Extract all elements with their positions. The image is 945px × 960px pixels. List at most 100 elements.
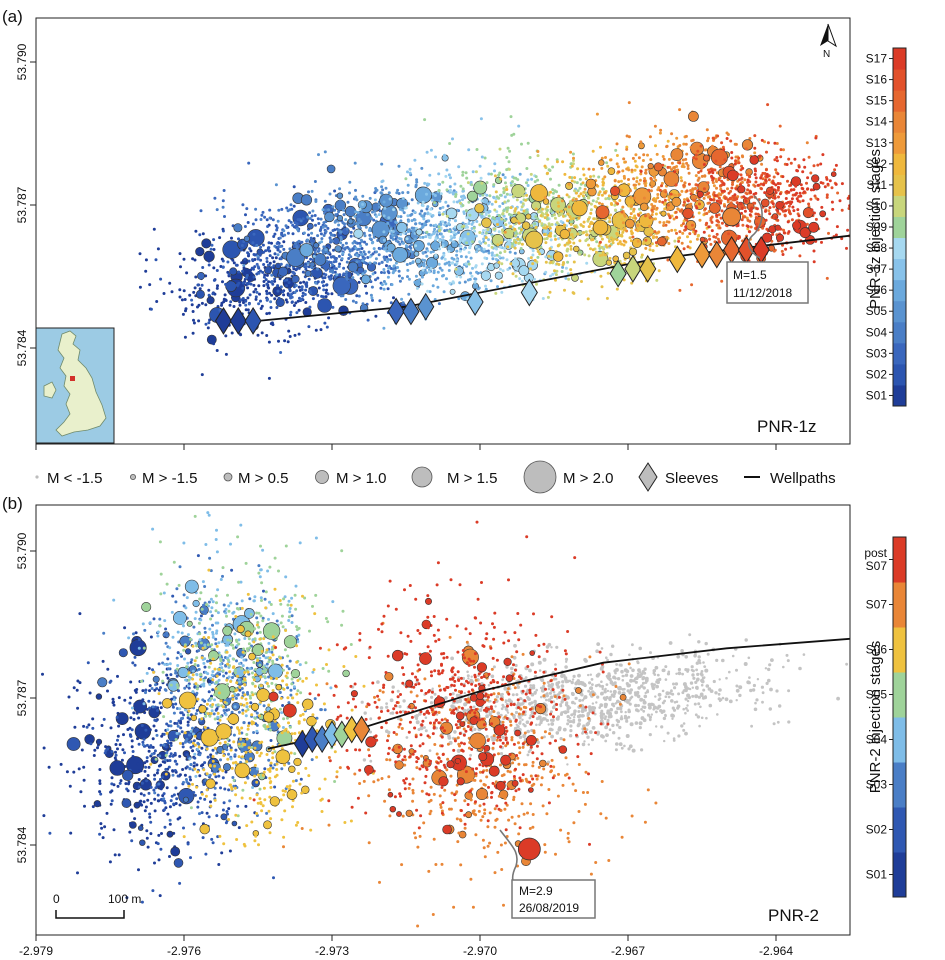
event-point — [796, 208, 800, 212]
event-point — [439, 232, 443, 236]
event-point — [421, 251, 425, 255]
event-point — [640, 165, 644, 169]
colorbar-swatch — [893, 300, 906, 323]
event-point — [314, 328, 318, 332]
event-point — [431, 214, 435, 217]
event-point — [840, 208, 844, 212]
event-point — [293, 221, 297, 225]
event-point — [501, 228, 504, 232]
previous-well-event-point — [555, 697, 559, 700]
event-point — [252, 275, 256, 279]
event-point — [155, 300, 159, 303]
event-point — [500, 262, 504, 266]
previous-well-event-point — [695, 661, 699, 665]
previous-well-event-point — [518, 735, 523, 740]
event-point — [509, 238, 512, 242]
event-point — [557, 183, 561, 187]
event-point — [236, 286, 240, 290]
event-point — [377, 253, 381, 257]
event-point — [200, 373, 204, 377]
previous-well-event-point — [487, 683, 491, 687]
event-point — [351, 241, 355, 245]
event-point — [708, 201, 711, 205]
event-point — [582, 231, 586, 234]
event-point — [579, 192, 583, 196]
event-point — [348, 223, 352, 227]
previous-well-event-point — [581, 698, 585, 702]
event-point — [528, 156, 532, 159]
event-point — [734, 197, 738, 201]
event-point — [702, 163, 706, 166]
event-point — [427, 270, 431, 274]
legend-marker-large — [315, 470, 329, 484]
event-point — [667, 198, 671, 202]
event-point — [461, 297, 465, 301]
event-point — [274, 183, 278, 187]
event-point — [292, 304, 296, 307]
event-point — [588, 180, 592, 184]
event-point — [326, 226, 330, 230]
event-point — [764, 178, 768, 182]
event-point — [286, 255, 290, 259]
event-point — [670, 204, 674, 208]
event-point — [398, 279, 402, 283]
event-point — [623, 176, 626, 180]
event-point — [479, 117, 483, 121]
previous-well-event-point — [433, 692, 437, 696]
event-point — [706, 168, 710, 172]
event-point — [247, 279, 251, 283]
previous-well-event-point — [577, 718, 582, 722]
event-point — [812, 249, 816, 253]
event-point — [775, 233, 784, 242]
event-point — [275, 262, 282, 269]
event-point — [283, 233, 287, 237]
event-point — [525, 193, 529, 197]
event-point — [285, 278, 289, 282]
event-point — [265, 292, 269, 296]
event-point — [693, 187, 697, 191]
event-point — [257, 271, 261, 275]
event-point — [289, 203, 293, 207]
event-point — [168, 281, 172, 285]
previous-well-event-point — [692, 676, 696, 680]
event-point — [344, 246, 347, 250]
event-point — [605, 259, 613, 266]
event-point — [780, 249, 784, 253]
event-point — [618, 240, 622, 244]
event-point — [748, 175, 752, 179]
event-point — [654, 144, 657, 148]
event-point — [465, 176, 469, 180]
event-point — [437, 189, 441, 192]
event-point — [458, 249, 462, 253]
previous-well-event-point — [620, 746, 624, 750]
event-point — [370, 296, 374, 300]
event-point — [635, 176, 639, 180]
event-point — [650, 180, 654, 184]
event-point — [768, 206, 772, 210]
previous-well-event-point — [362, 758, 367, 762]
event-point — [266, 263, 270, 267]
event-point — [485, 181, 489, 185]
event-point — [463, 237, 467, 241]
event-point — [413, 251, 420, 257]
event-point — [311, 269, 315, 273]
event-point — [365, 242, 369, 246]
event-point — [825, 193, 829, 197]
event-point — [482, 247, 486, 251]
event-point — [689, 202, 693, 206]
event-point — [324, 211, 335, 223]
event-point — [346, 200, 350, 204]
event-point — [563, 223, 567, 227]
event-point — [511, 180, 514, 184]
event-point — [633, 168, 637, 172]
event-point — [816, 197, 820, 201]
colorbar-swatch — [893, 342, 906, 365]
event-point — [195, 289, 205, 299]
event-point — [294, 284, 298, 288]
event-point — [358, 207, 362, 211]
sleeve-diamond — [244, 306, 262, 335]
event-point — [253, 265, 257, 269]
event-point — [543, 196, 547, 200]
event-point — [282, 293, 286, 297]
event-point — [631, 156, 635, 160]
